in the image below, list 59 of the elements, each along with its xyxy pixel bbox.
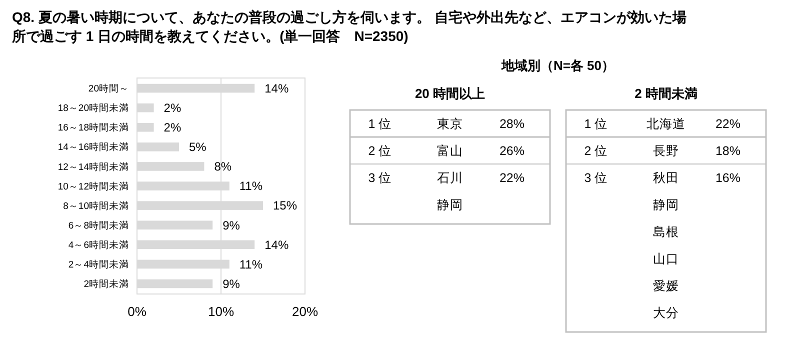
text: 愛媛 (653, 278, 679, 293)
bar (137, 279, 213, 288)
text: 長野 (653, 144, 679, 158)
data-label: 9% (222, 218, 240, 232)
y-tick-label: 18～20時間未満 (58, 102, 129, 114)
bar (137, 162, 204, 171)
text: 26% (499, 144, 525, 158)
text: 秋田 (653, 170, 679, 185)
bar (137, 142, 179, 152)
text: 富山 (437, 142, 463, 158)
data-label: 2% (164, 101, 182, 116)
text: 16% (715, 170, 741, 185)
x-tick-label: 10% (208, 304, 234, 319)
text: 1 位 (368, 116, 392, 131)
text: Q8. 夏の暑い時期について、あなたの普段の過ごし方を伺います。 自宅や外出先など、エアコンが効いた場所で過ごす 1 日の時間を教えてください。(単一回答 N=2350) (11, 9, 686, 44)
text: 28% (499, 116, 525, 131)
text: 2 位 (584, 144, 608, 158)
text: 北海道 (646, 116, 686, 131)
data-label: 2% (164, 120, 182, 135)
bar (137, 122, 154, 132)
y-tick-label: 12～14時間未満 (58, 160, 129, 173)
text: 静岡 (437, 198, 463, 212)
text: 20 時間以上 (414, 86, 486, 101)
data-label: 5% (189, 140, 207, 154)
text: 石川 (437, 170, 463, 185)
text: 22% (499, 170, 525, 185)
y-tick-label: 2時間未満 (84, 278, 129, 290)
bar (137, 220, 213, 230)
x-tick-label: 0% (128, 304, 147, 319)
data-label: 15% (273, 198, 298, 213)
y-tick-label: 2～4時間未満 (68, 258, 129, 271)
text: 大分 (653, 306, 679, 320)
text: 1 位 (584, 116, 608, 131)
text: 2 位 (368, 144, 392, 158)
text: 3 位 (584, 170, 608, 185)
data-label: 14% (264, 81, 289, 96)
text: 3 位 (368, 170, 392, 185)
y-tick-label: 8～10時間未満 (63, 200, 129, 212)
y-tick-label: 4～6時間未満 (68, 238, 129, 251)
y-tick-label: 20時間～ (88, 82, 129, 95)
data-label: 9% (222, 276, 240, 291)
text: 静岡 (653, 198, 679, 212)
y-tick-label: 14～16時間未満 (58, 141, 129, 154)
text: 22% (715, 116, 741, 131)
text: 2 時間未満 (634, 86, 698, 101)
y-tick-label: 16～18時間未満 (58, 122, 129, 134)
data-label: 11% (239, 179, 263, 194)
text: 18% (715, 144, 741, 158)
data-label: 11% (239, 257, 263, 272)
y-tick-label: 6～8時間未満 (68, 219, 129, 232)
text: 島根 (653, 224, 679, 239)
data-label: 14% (264, 238, 289, 252)
y-tick-label: 10～12時間未満 (58, 180, 129, 192)
data-label: 8% (214, 160, 232, 174)
bar (137, 103, 154, 112)
text: 山口 (653, 252, 679, 266)
x-tick-label: 20% (292, 304, 318, 319)
text: 東京 (437, 116, 463, 131)
text: 地域別（N=各 50） (500, 58, 615, 73)
